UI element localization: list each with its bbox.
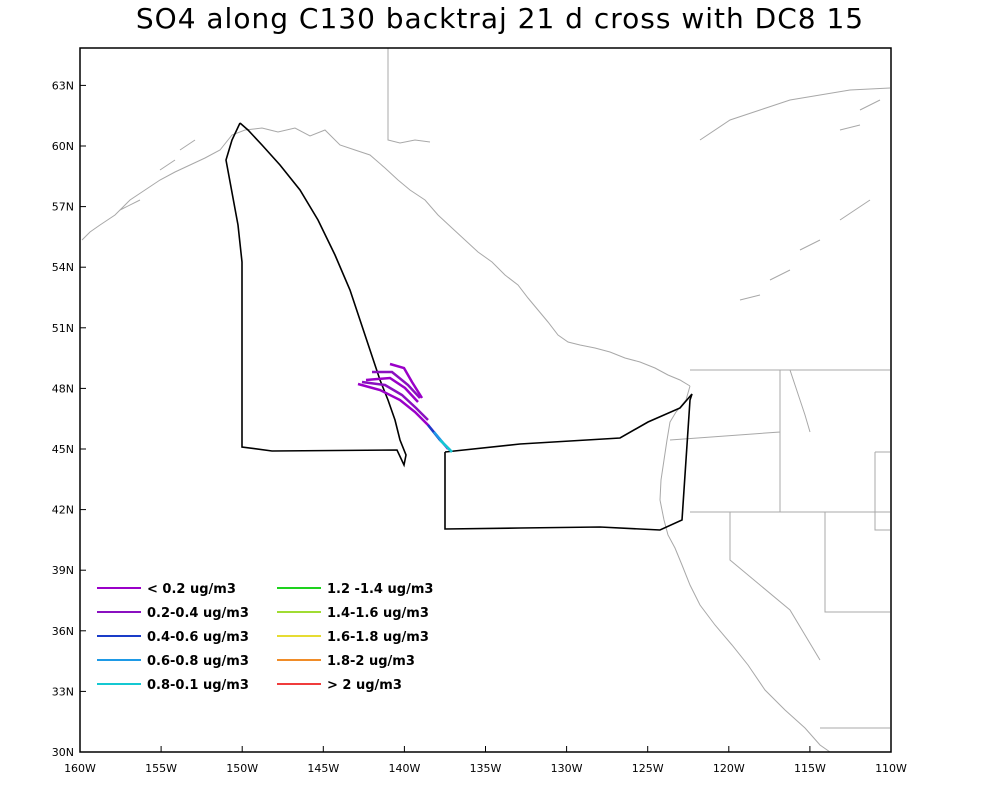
legend-label: 0.6-0.8 ug/m3 — [147, 654, 249, 669]
y-tick-label: 42N — [52, 504, 74, 517]
x-tick-label: 125W — [632, 762, 664, 775]
plot-frame — [79, 47, 892, 753]
y-tick-label: 60N — [52, 140, 74, 153]
legend-label: > 2 ug/m3 — [327, 678, 402, 693]
y-tick-label: 48N — [52, 382, 74, 395]
map-title: SO4 along C130 backtraj 21 d cross with … — [135, 2, 865, 35]
legend-label: 0.2-0.4 ug/m3 — [147, 606, 249, 621]
y-tick-label: 54N — [52, 261, 74, 274]
coastline — [81, 48, 891, 753]
x-tick-label: 110W — [875, 762, 907, 775]
x-tick-label: 135W — [470, 762, 502, 775]
x-tick-label: 120W — [713, 762, 745, 775]
x-tick-label: 145W — [307, 762, 339, 775]
y-tick-label: 51N — [52, 322, 74, 335]
x-tick-label: 150W — [226, 762, 258, 775]
y-tick-label: 33N — [52, 685, 74, 698]
y-tick-label: 45N — [52, 443, 74, 456]
y-tick-label: 30N — [52, 746, 74, 759]
c130-flight-track — [225, 122, 407, 468]
legend-label: 1.8-2 ug/m3 — [327, 654, 415, 669]
legend-label: 1.2 -1.4 ug/m3 — [327, 582, 433, 597]
legend-label: 1.4-1.6 ug/m3 — [327, 606, 429, 621]
x-tick-label: 160W — [64, 762, 96, 775]
y-tick-label: 39N — [52, 564, 74, 577]
x-tick-label: 140W — [388, 762, 420, 775]
legend-label: 1.6-1.8 ug/m3 — [327, 630, 429, 645]
y-tick-label: 63N — [52, 79, 74, 92]
x-axis-ticks: 160W 155W 150W 145W 140W 135W 130W 125W 120W 115W… — [64, 746, 907, 775]
back-trajectories — [357, 362, 453, 453]
legend-label: < 0.2 ug/m3 — [147, 582, 236, 597]
y-tick-label: 57N — [52, 201, 74, 214]
x-tick-label: 155W — [145, 762, 177, 775]
x-tick-label: 115W — [794, 762, 826, 775]
legend-label: 0.4-0.6 ug/m3 — [147, 630, 249, 645]
y-tick-label: 36N — [52, 625, 74, 638]
dc8-flight-track — [444, 393, 693, 531]
x-tick-label: 130W — [551, 762, 583, 775]
legend-label: 0.8-0.1 ug/m3 — [147, 678, 249, 693]
y-axis-ticks: 30N 33N 36N 39N 42N 45N 48N 51N 54N 57N 60N 63N — [52, 79, 86, 759]
legend: < 0.2 ug/m3 0.2-0.4 ug/m3 0.4-0.6 ug/m3 0.6… — [97, 582, 433, 693]
